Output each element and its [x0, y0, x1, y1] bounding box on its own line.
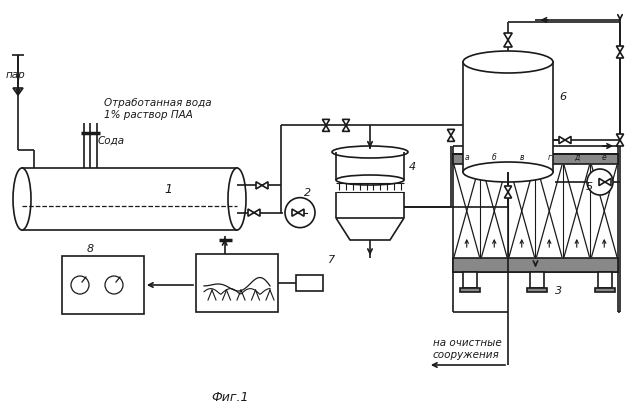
Ellipse shape: [463, 51, 553, 73]
Text: е: е: [602, 153, 607, 162]
Ellipse shape: [228, 168, 246, 230]
Polygon shape: [605, 178, 611, 186]
Bar: [62, 256, 144, 314]
Bar: [527, 288, 547, 292]
Ellipse shape: [13, 168, 31, 230]
Text: г: г: [547, 153, 551, 162]
Polygon shape: [256, 182, 262, 189]
Polygon shape: [616, 52, 623, 58]
Text: 7: 7: [328, 255, 335, 265]
Polygon shape: [298, 209, 304, 216]
Text: в: в: [520, 153, 524, 162]
Text: на очистные
сооружения: на очистные сооружения: [433, 339, 502, 360]
Bar: [463, 272, 477, 288]
Polygon shape: [559, 136, 565, 144]
Polygon shape: [262, 182, 268, 189]
Ellipse shape: [463, 162, 553, 182]
Polygon shape: [616, 46, 623, 52]
Polygon shape: [599, 178, 605, 186]
Polygon shape: [616, 134, 623, 140]
Polygon shape: [254, 209, 260, 216]
Text: 4: 4: [409, 162, 416, 172]
Bar: [530, 272, 544, 288]
Text: 3: 3: [556, 286, 563, 296]
Polygon shape: [447, 135, 454, 142]
Polygon shape: [565, 136, 571, 144]
Polygon shape: [504, 40, 512, 47]
Polygon shape: [342, 119, 349, 125]
Bar: [453, 154, 618, 272]
Bar: [595, 288, 615, 292]
Text: 1: 1: [164, 183, 172, 196]
Text: 8: 8: [86, 244, 93, 254]
Polygon shape: [504, 192, 511, 198]
Bar: [196, 254, 278, 312]
Circle shape: [71, 276, 89, 294]
Polygon shape: [323, 125, 330, 131]
Bar: [598, 272, 612, 288]
Polygon shape: [323, 119, 330, 125]
Text: пар: пар: [6, 70, 26, 80]
Circle shape: [285, 198, 315, 228]
Text: б: б: [492, 153, 497, 162]
Polygon shape: [447, 129, 454, 135]
Bar: [453, 258, 618, 272]
Polygon shape: [13, 88, 23, 95]
Text: 6: 6: [559, 92, 566, 102]
Text: д: д: [574, 153, 579, 162]
Ellipse shape: [336, 175, 404, 185]
Polygon shape: [248, 209, 254, 216]
Bar: [296, 275, 323, 291]
Polygon shape: [616, 140, 623, 146]
Bar: [22, 168, 237, 230]
Circle shape: [105, 276, 123, 294]
Polygon shape: [336, 218, 404, 240]
Bar: [460, 288, 480, 292]
Polygon shape: [504, 186, 511, 192]
Ellipse shape: [332, 146, 408, 158]
Text: 5: 5: [586, 182, 593, 192]
Bar: [453, 154, 618, 164]
Bar: [463, 62, 553, 172]
Polygon shape: [504, 33, 512, 40]
Text: Сода: Сода: [98, 136, 125, 146]
Polygon shape: [342, 125, 349, 131]
Circle shape: [587, 169, 613, 195]
Text: Фиг.1: Фиг.1: [211, 391, 249, 404]
Text: 2: 2: [304, 188, 311, 198]
Text: а: а: [465, 153, 469, 162]
Text: Отработанная вода
1% раствор ПАА: Отработанная вода 1% раствор ПАА: [104, 98, 212, 120]
Polygon shape: [292, 209, 298, 216]
